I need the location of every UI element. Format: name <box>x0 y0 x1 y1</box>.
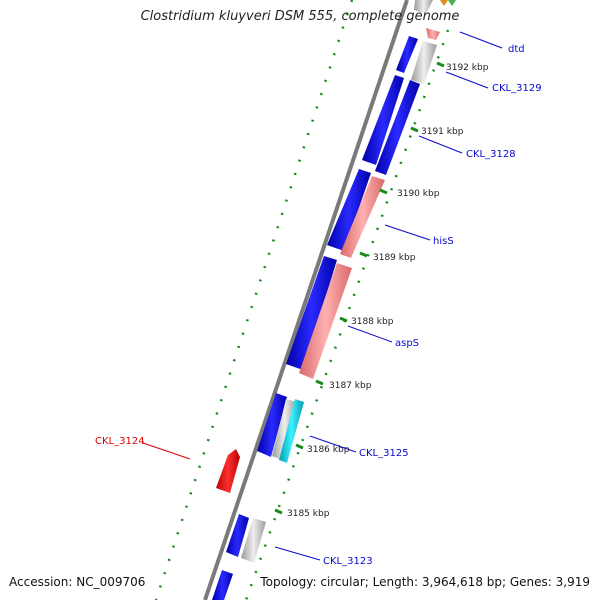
gene-label-ckl-3128[interactable]: CKL_3128 <box>466 149 516 160</box>
gene-other <box>414 0 433 14</box>
gene-label-ckl-3124[interactable]: CKL_3124 <box>95 436 145 447</box>
gene-reverse <box>299 263 352 379</box>
tick-label: 3189 kbp <box>373 253 416 263</box>
gene-forward <box>212 570 233 600</box>
label-leader <box>347 325 393 343</box>
gene-label-hiss[interactable]: hisS <box>433 236 454 247</box>
tick-label: 3192 kbp <box>446 63 489 73</box>
genome-title: Clostridium kluyveri DSM 555, complete g… <box>140 9 460 24</box>
gene-forward <box>362 75 404 165</box>
tick-label: 3185 kbp <box>287 509 330 519</box>
gene-label-dtd[interactable]: dtd <box>508 44 525 55</box>
gene-label-ckl-3125[interactable]: CKL_3125 <box>359 448 409 459</box>
gene-forward <box>226 514 249 557</box>
label-leader <box>309 435 357 453</box>
genome-summary: Topology: circular; Length: 3,964,618 bp… <box>260 575 590 589</box>
gene-reverse <box>340 176 385 258</box>
gene-other <box>272 399 297 460</box>
gene-other <box>241 518 266 563</box>
inner-dotted-track <box>244 29 450 600</box>
gene-label-asps[interactable]: aspS <box>395 338 419 349</box>
accession-label: Accession: NC_009706 <box>9 575 146 589</box>
gene-forward <box>286 256 337 370</box>
gene-green <box>448 0 456 6</box>
tick-label: 3186 kbp <box>307 445 350 455</box>
gene-forward <box>257 393 287 457</box>
gene-forward <box>396 36 418 73</box>
gene-label-ckl-3129[interactable]: CKL_3129 <box>492 83 542 94</box>
genome-backbone <box>203 0 409 600</box>
gene-label-ckl-3123[interactable]: CKL_3123 <box>323 556 373 567</box>
label-leader <box>384 224 431 241</box>
gene-reverse <box>426 28 440 40</box>
gene-forward <box>375 80 420 175</box>
label-leader <box>418 135 463 154</box>
label-leader <box>459 31 503 49</box>
label-leader <box>445 71 489 89</box>
tick-label: 3190 kbp <box>397 189 440 199</box>
tick-label: 3187 kbp <box>329 381 372 391</box>
gene-highlight <box>216 449 240 493</box>
tick-label: 3188 kbp <box>351 317 394 327</box>
gene-other <box>411 41 437 84</box>
tick-label: 3191 kbp <box>421 127 464 137</box>
label-leader-red <box>142 442 191 460</box>
gene-rna <box>279 399 304 463</box>
scale-ticks <box>274 61 445 515</box>
gene-forward <box>327 169 371 251</box>
gene-orange <box>440 0 448 6</box>
label-leader <box>274 546 321 561</box>
